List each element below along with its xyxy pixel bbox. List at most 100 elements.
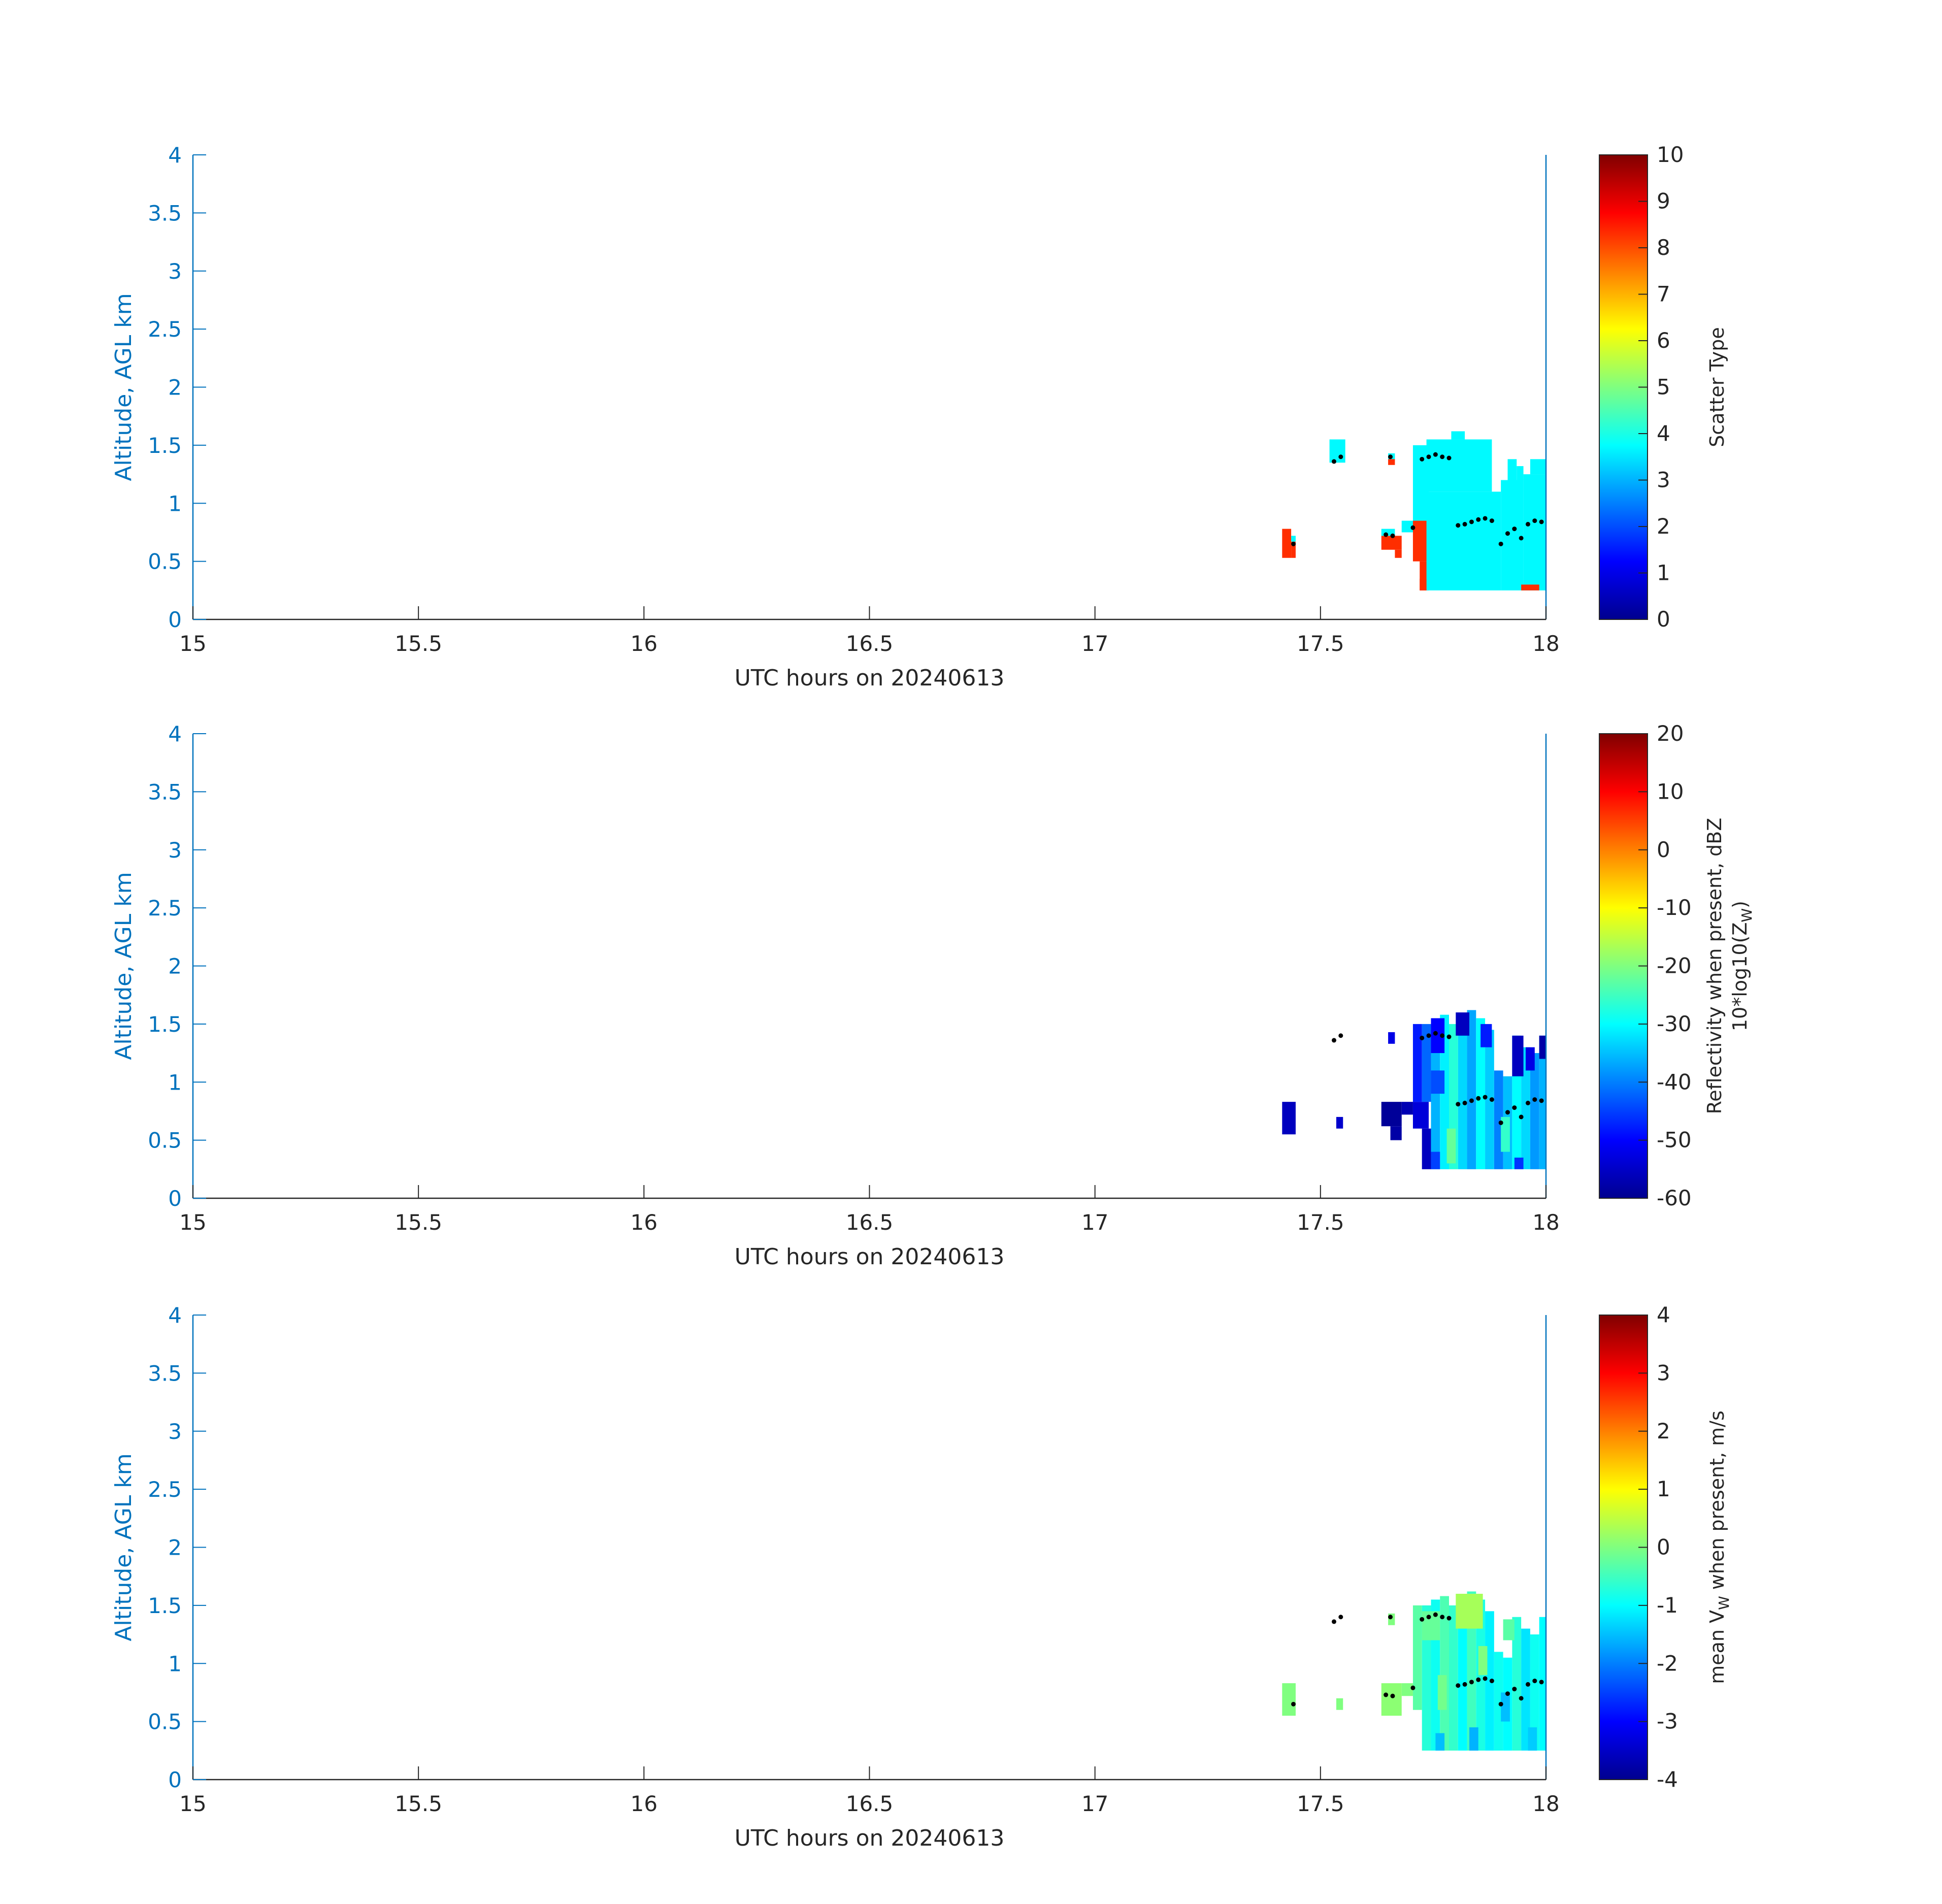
cloud-base-marker [1498,541,1503,546]
data-cell [1467,1010,1476,1169]
colorbar-tick-label: 3 [1657,1360,1670,1385]
data-cell [1381,536,1402,550]
y-tick-label: 0 [168,607,182,632]
colorbar-tick-label: -40 [1657,1069,1692,1094]
colorbar-tick-label: 4 [1657,421,1670,446]
colorbar-tick-label: 1 [1657,1476,1670,1501]
data-cell [1476,1018,1486,1169]
data-cell [1478,1646,1488,1676]
cloud-base-marker [1426,1615,1431,1620]
data-cell [1501,1692,1510,1722]
x-tick-label: 15 [179,631,206,656]
data-cell [1494,1070,1503,1169]
chart-panel-2: 15 15.5 16 16.5 17 17.5 18 0 0.5 1 1.5 2 2.5 3 3.5 4 UTC… [111,721,1755,1270]
data-cell [1401,1102,1413,1115]
data-cell [1523,474,1546,590]
cloud-base-marker [1331,1038,1336,1043]
x-tick-label: 16.5 [846,631,894,656]
y-tick-label: 1.5 [148,1593,182,1618]
data-cell [1426,491,1501,590]
colorbar-tick-label: 0 [1657,1535,1670,1560]
cloud-base-marker [1519,1114,1524,1120]
y-tick-label: 0 [168,1767,182,1792]
x-tick-label: 16 [631,1791,657,1816]
cloud-base-marker [1388,454,1393,459]
x-tick-label: 18 [1532,631,1559,656]
data-cell [1291,541,1296,558]
y-tick-label: 3 [168,838,182,863]
x-axis-label: UTC hours on 20240613 [735,665,1005,691]
cloud-base-marker [1456,523,1461,528]
y-tick-label: 3 [168,259,182,284]
data-cell [1395,549,1402,558]
cloud-base-marker [1462,521,1467,527]
data-cell [1456,1594,1483,1629]
cloud-base-marker [1483,1676,1488,1681]
cloud-base-marker [1505,1110,1510,1115]
cloud-base-marker [1410,1685,1416,1690]
cloud-base-marker [1420,1035,1425,1040]
data-cell [1431,1152,1440,1169]
cloud-base-marker [1505,1691,1510,1696]
cloud-base-marker [1388,1615,1393,1620]
cloud-base-marker [1489,518,1494,523]
data-cell [1449,1605,1458,1751]
colorbar-tick-label: -4 [1657,1767,1678,1792]
data-cell [1437,1675,1447,1710]
x-axis-label: UTC hours on 20240613 [735,1825,1005,1851]
data-cell [1521,1047,1530,1169]
y-tick-label: 3.5 [148,201,182,225]
data-cell [1458,1599,1467,1751]
y-tick-label: 3.5 [148,1361,182,1386]
data-cell [1390,1126,1402,1140]
cloud-base-marker [1456,1683,1461,1688]
x-tick-label: 17.5 [1297,631,1344,656]
data-cell [1446,1128,1456,1164]
y-tick-label: 1.5 [148,433,182,458]
y-tick-label: 0.5 [148,549,182,574]
cloud-base-marker [1440,1615,1445,1620]
data-cell [1503,1619,1515,1640]
y-tick-label: 1.5 [148,1012,182,1037]
data-cell [1501,1117,1510,1152]
cloud-base-marker [1440,454,1445,459]
cloud-base-marker [1456,1102,1461,1107]
data-cell [1456,1012,1469,1036]
cloud-base-marker [1483,1095,1488,1100]
cloud-base-marker [1338,1615,1343,1620]
y-axis-label: Altitude, AGL km [111,872,137,1060]
data-cell [1451,431,1465,440]
x-tick-label: 16.5 [846,1791,894,1816]
y-tick-label: 2.5 [148,896,182,921]
colorbar-tick-label: 4 [1657,1302,1670,1327]
data-cell [1512,1035,1524,1076]
colorbar-tick-label: 0 [1657,837,1670,862]
data-cell [1517,466,1524,480]
cloud-base-marker [1469,1680,1474,1685]
colorbar-tick-label: 10 [1657,142,1684,167]
cloud-base-marker [1426,454,1431,459]
data-cell [1336,1698,1343,1710]
colorbar-tick-label: -20 [1657,954,1692,978]
cloud-base-marker [1433,452,1438,457]
data-cell [1521,1628,1530,1751]
colorbar-tick-label: -2 [1657,1651,1678,1676]
y-tick-label: 2.5 [148,317,182,342]
cloud-base-marker [1539,1098,1544,1103]
y-axis-label: Altitude, AGL km [111,293,137,481]
cloud-base-marker [1489,1097,1494,1102]
colorbar-label: mean VW when present, m/s [1706,1410,1732,1684]
data-cell [1412,1605,1422,1710]
data-cell [1514,1157,1524,1169]
cloud-base-marker [1331,459,1336,464]
cloud-base-marker [1469,519,1474,524]
cloud-base-marker [1384,532,1389,537]
y-tick-label: 3.5 [148,779,182,804]
cloud-base-marker [1483,516,1488,521]
colorbar-tick-label: 10 [1657,779,1684,804]
y-tick-label: 2 [168,375,182,400]
data-cell [1388,1032,1395,1044]
data-cell [1388,459,1395,465]
data-cell [1422,1024,1431,1102]
cloud-base-marker [1525,521,1530,527]
